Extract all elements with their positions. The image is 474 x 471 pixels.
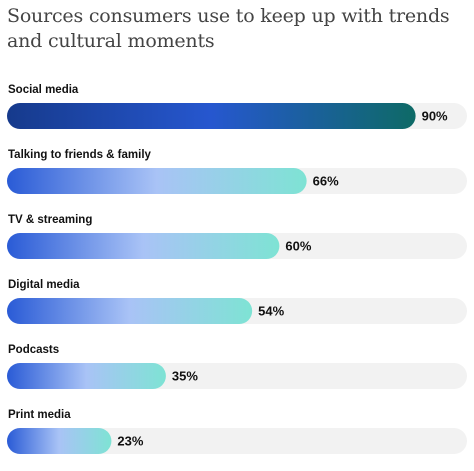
value-label: 35%	[172, 368, 198, 383]
category-label: Digital media	[8, 279, 80, 291]
value-label: 54%	[258, 303, 284, 318]
bar	[7, 363, 166, 389]
value-label: 90%	[422, 108, 448, 123]
value-label: 66%	[313, 173, 339, 188]
category-label: Talking to friends & family	[8, 149, 152, 161]
bar-track	[7, 428, 467, 454]
value-label: 23%	[117, 433, 143, 448]
category-label: TV & streaming	[8, 214, 92, 226]
bar	[7, 103, 416, 129]
value-label: 60%	[285, 238, 311, 253]
bar	[7, 233, 280, 259]
category-label: Podcasts	[8, 344, 59, 356]
bar	[7, 298, 253, 324]
bar	[7, 168, 307, 194]
category-label: Social media	[8, 84, 79, 96]
category-label: Print media	[8, 409, 71, 421]
chart-title: Sources consumers use to keep up with tr…	[7, 5, 450, 52]
bar	[7, 428, 112, 454]
